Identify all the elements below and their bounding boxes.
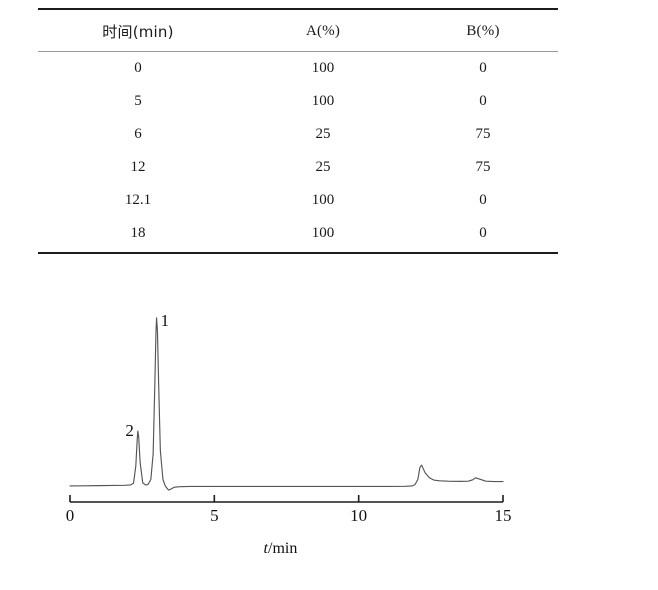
cell-b: 0 (479, 60, 487, 76)
x-tick-label-0: 0 (66, 506, 75, 525)
cell-a: 25 (315, 126, 331, 142)
table-body: 0 100 0 5 100 0 6 25 75 12 25 75 12.1 10 (38, 52, 558, 254)
table-row: 5 100 0 (38, 85, 558, 118)
cell-a: 100 (311, 60, 335, 76)
chromatogram-figure: 0 5 10 15 1 2 t /min (0, 280, 658, 580)
cell-b: 0 (479, 192, 487, 208)
x-axis (69, 495, 504, 503)
cell-time: 0 (134, 60, 142, 76)
x-axis-line (69, 495, 504, 503)
table-row: 12 25 75 (38, 151, 558, 184)
x-axis-title-unit: /min (268, 540, 297, 557)
x-axis-title-symbol: t (264, 540, 269, 557)
cell-a: 100 (311, 192, 335, 208)
cell-time: 18 (38, 217, 238, 254)
column-header-a: A(%) (238, 8, 408, 52)
cell-a: 100 (311, 93, 335, 109)
peak-label-1: 1 (161, 311, 170, 330)
x-tick-label-10: 10 (350, 506, 367, 525)
x-tick-label-5: 5 (210, 506, 219, 525)
gradient-program-table: 时间(min) A(%) B(%) 0 100 0 5 100 0 6 25 7… (38, 8, 558, 254)
table-row: 0 100 0 (38, 52, 558, 86)
table-header-row: 时间(min) A(%) B(%) (38, 8, 558, 52)
column-header-time: 时间(min) (38, 8, 238, 52)
cell-b: 75 (475, 126, 491, 142)
table-row: 12.1 100 0 (38, 184, 558, 217)
x-axis-title: t /min (264, 540, 298, 557)
column-header-b: B(%) (408, 8, 558, 52)
x-tick-label-15: 15 (495, 506, 512, 525)
chromatogram-trace (69, 317, 504, 491)
peak-label-2: 2 (125, 421, 134, 440)
chromatogram-svg: 0 5 10 15 1 2 t /min (66, 311, 512, 557)
cell-b: 0 (408, 217, 558, 254)
cell-time: 12.1 (124, 192, 152, 208)
table-row: 18 100 0 (38, 217, 558, 254)
cell-a: 25 (315, 159, 331, 175)
cell-a: 100 (238, 217, 408, 254)
table-row: 6 25 75 (38, 118, 558, 151)
cell-b: 0 (479, 93, 487, 109)
table-header: 时间(min) A(%) B(%) (38, 8, 558, 52)
gradient-table-container: 时间(min) A(%) B(%) 0 100 0 5 100 0 6 25 7… (38, 8, 558, 254)
cell-b: 75 (475, 159, 491, 175)
cell-time: 6 (134, 126, 142, 142)
cell-time: 5 (134, 93, 142, 109)
cell-time: 12 (130, 159, 146, 175)
